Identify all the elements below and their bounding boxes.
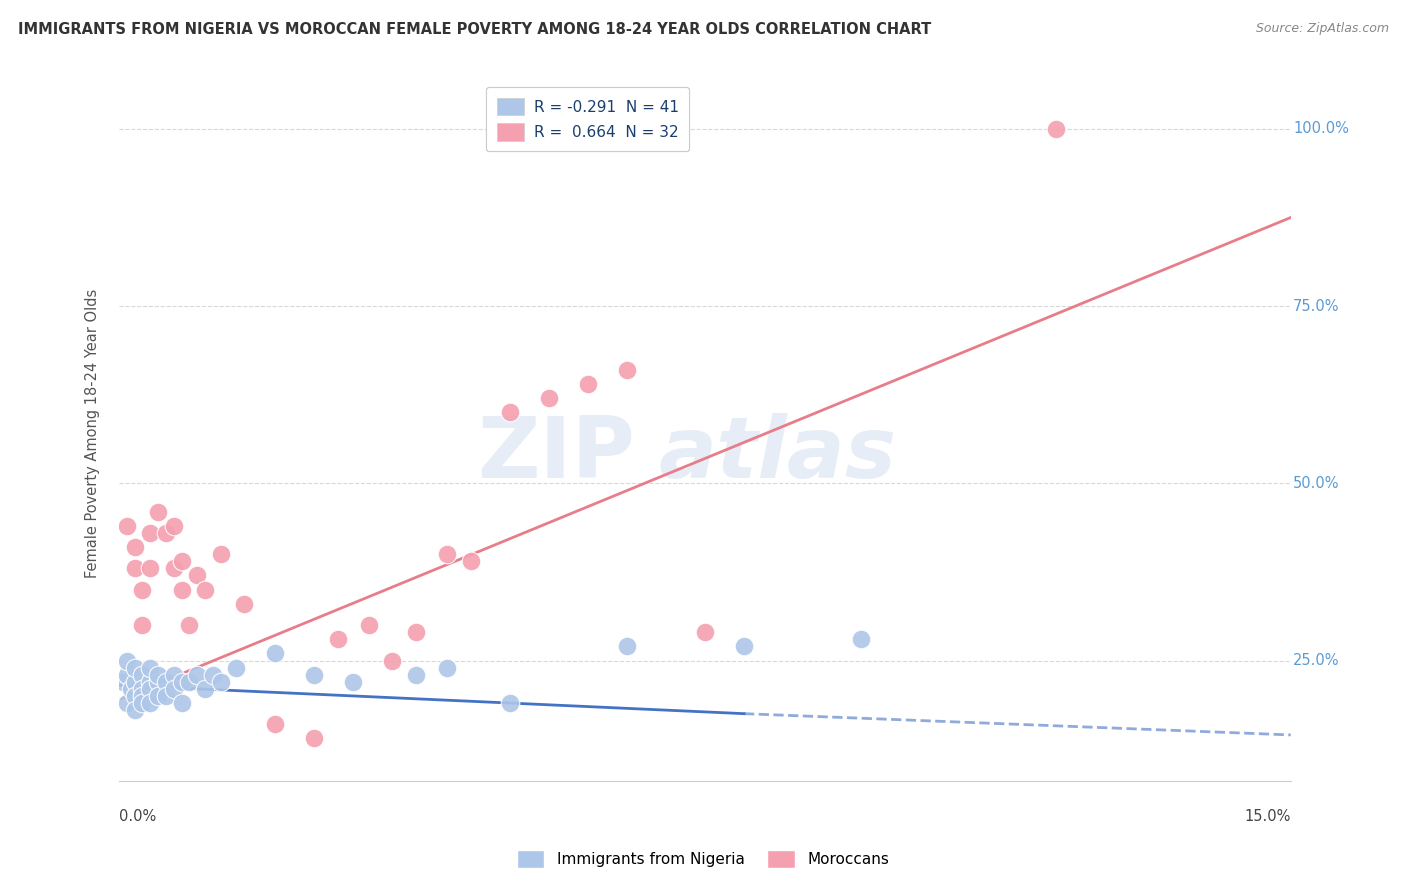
- Point: [131, 582, 153, 597]
- Point: [139, 674, 162, 689]
- Point: [179, 674, 201, 689]
- Point: [146, 674, 169, 689]
- Point: [436, 660, 458, 674]
- Text: 100.0%: 100.0%: [1294, 121, 1348, 136]
- Point: [179, 618, 201, 632]
- Point: [131, 696, 153, 710]
- Point: [131, 681, 153, 696]
- Point: [146, 505, 169, 519]
- Point: [693, 625, 716, 640]
- Point: [115, 696, 138, 710]
- Text: Source: ZipAtlas.com: Source: ZipAtlas.com: [1256, 22, 1389, 36]
- Point: [537, 391, 560, 405]
- Point: [186, 568, 208, 582]
- Point: [194, 681, 217, 696]
- Point: [849, 632, 872, 647]
- Point: [131, 667, 153, 681]
- Point: [498, 405, 520, 419]
- Point: [131, 618, 153, 632]
- Point: [139, 561, 162, 575]
- Point: [155, 674, 177, 689]
- Y-axis label: Female Poverty Among 18-24 Year Olds: Female Poverty Among 18-24 Year Olds: [86, 289, 100, 578]
- Point: [163, 681, 186, 696]
- Point: [264, 647, 287, 661]
- Text: 75.0%: 75.0%: [1294, 299, 1340, 314]
- Point: [124, 540, 146, 554]
- Point: [264, 717, 287, 731]
- Point: [124, 674, 146, 689]
- Point: [194, 582, 217, 597]
- Point: [498, 696, 520, 710]
- Point: [139, 525, 162, 540]
- Point: [326, 632, 349, 647]
- Point: [209, 674, 232, 689]
- Point: [357, 618, 380, 632]
- Point: [115, 518, 138, 533]
- Point: [163, 667, 186, 681]
- Text: ZIP: ZIP: [477, 413, 634, 496]
- Point: [139, 681, 162, 696]
- Point: [139, 696, 162, 710]
- Point: [163, 561, 186, 575]
- Point: [405, 667, 427, 681]
- Point: [233, 597, 256, 611]
- Legend: Immigrants from Nigeria, Moroccans: Immigrants from Nigeria, Moroccans: [510, 844, 896, 873]
- Point: [139, 660, 162, 674]
- Point: [111, 674, 134, 689]
- Point: [304, 731, 326, 746]
- Point: [120, 681, 142, 696]
- Point: [146, 667, 169, 681]
- Point: [155, 525, 177, 540]
- Point: [201, 667, 224, 681]
- Point: [576, 377, 599, 392]
- Point: [170, 582, 193, 597]
- Point: [170, 696, 193, 710]
- Point: [186, 667, 208, 681]
- Point: [460, 554, 482, 568]
- Text: 15.0%: 15.0%: [1244, 809, 1291, 824]
- Point: [342, 674, 364, 689]
- Point: [115, 653, 138, 667]
- Point: [124, 561, 146, 575]
- Point: [155, 689, 177, 703]
- Point: [131, 689, 153, 703]
- Point: [436, 547, 458, 561]
- Text: IMMIGRANTS FROM NIGERIA VS MOROCCAN FEMALE POVERTY AMONG 18-24 YEAR OLDS CORRELA: IMMIGRANTS FROM NIGERIA VS MOROCCAN FEMA…: [18, 22, 932, 37]
- Point: [115, 667, 138, 681]
- Point: [1045, 121, 1067, 136]
- Point: [170, 554, 193, 568]
- Text: atlas: atlas: [658, 413, 896, 496]
- Point: [304, 667, 326, 681]
- Text: 25.0%: 25.0%: [1294, 653, 1340, 668]
- Point: [733, 640, 755, 654]
- Point: [616, 363, 638, 377]
- Text: 50.0%: 50.0%: [1294, 475, 1340, 491]
- Text: 0.0%: 0.0%: [120, 809, 156, 824]
- Point: [616, 640, 638, 654]
- Point: [209, 547, 232, 561]
- Point: [381, 653, 404, 667]
- Point: [225, 660, 247, 674]
- Point: [124, 703, 146, 717]
- Legend: R = -0.291  N = 41, R =  0.664  N = 32: R = -0.291 N = 41, R = 0.664 N = 32: [486, 87, 689, 152]
- Point: [170, 674, 193, 689]
- Point: [146, 689, 169, 703]
- Point: [124, 689, 146, 703]
- Point: [124, 660, 146, 674]
- Point: [405, 625, 427, 640]
- Point: [163, 518, 186, 533]
